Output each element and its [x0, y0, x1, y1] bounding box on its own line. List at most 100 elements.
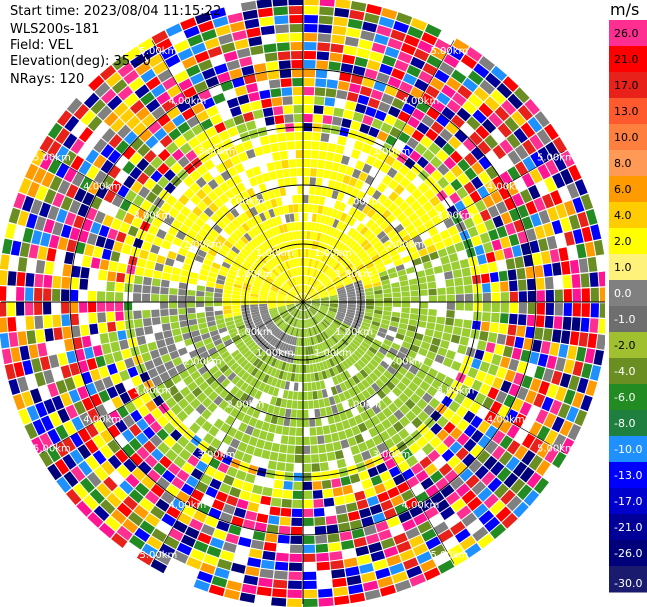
- colorbar-tick-label: -30.0: [614, 577, 642, 590]
- range-gate: [537, 146, 552, 163]
- colorbar-segment: [609, 488, 647, 515]
- range-gate: [39, 432, 53, 449]
- range-gate: [78, 230, 89, 243]
- range-gate: [342, 322, 351, 329]
- range-gate: [277, 132, 287, 142]
- range-gate: [0, 333, 10, 349]
- range-gate: [419, 363, 431, 374]
- range-gate: [354, 245, 363, 254]
- range-gate: [248, 36, 263, 47]
- range-gate: [259, 16, 274, 27]
- range-gate: [365, 291, 374, 296]
- range-gate: [281, 273, 288, 281]
- range-gate: [30, 388, 43, 404]
- range-gate: [13, 192, 26, 209]
- range-gate: [346, 398, 356, 408]
- range-gate: [155, 498, 170, 512]
- range-gate: [224, 588, 240, 601]
- range-gate: [103, 400, 116, 414]
- range-gate: [250, 306, 259, 311]
- range-gate: [282, 490, 293, 499]
- range-gate: [538, 380, 550, 396]
- range-gate: [164, 336, 175, 346]
- range-gate: [446, 244, 457, 255]
- range-gate: [347, 309, 356, 313]
- range-label: 1.00km: [335, 327, 373, 338]
- range-gate: [437, 295, 446, 302]
- range-gate: [151, 528, 167, 543]
- range-gate: [366, 246, 375, 255]
- azimuth-spokes: [1, 0, 605, 604]
- range-gate: [464, 293, 473, 302]
- range-gate: [461, 490, 477, 505]
- range-gate: [117, 86, 134, 101]
- range-gate: [399, 317, 409, 325]
- range-gate: [272, 488, 283, 498]
- range-gate: [247, 557, 262, 568]
- range-gate: [293, 96, 303, 105]
- range-gate: [293, 105, 303, 114]
- range-gate: [311, 299, 320, 302]
- range-gate: [238, 269, 247, 277]
- range-gate: [437, 559, 455, 574]
- range-gate: [154, 331, 164, 341]
- range-gate: [384, 46, 400, 59]
- range-gate: [382, 283, 391, 290]
- range-gate: [376, 389, 387, 400]
- range-gate: [100, 460, 115, 476]
- range-gate: [339, 271, 348, 278]
- range-gate: [485, 150, 499, 165]
- range-gate: [254, 320, 263, 326]
- range-gate: [270, 198, 278, 208]
- range-gate: [208, 167, 220, 178]
- range-gate: [463, 424, 477, 438]
- range-gate: [209, 266, 219, 274]
- range-gate: [394, 223, 405, 234]
- range-gate: [297, 319, 301, 328]
- range-gate: [160, 316, 170, 324]
- range-gate: [66, 239, 77, 253]
- range-gate: [245, 339, 254, 347]
- range-gate: [218, 347, 228, 355]
- range-gate: [286, 141, 295, 150]
- range-gate: [321, 479, 332, 489]
- range-gate: [234, 143, 245, 154]
- range-gate: [4, 363, 16, 380]
- range-gate: [303, 302, 306, 310]
- range-gate: [456, 419, 470, 432]
- range-gate: [435, 323, 445, 332]
- range-gate: [259, 392, 268, 402]
- range-gate: [270, 326, 278, 333]
- range-gate: [259, 303, 268, 307]
- range-gate: [249, 206, 259, 217]
- range-gate: [422, 201, 434, 213]
- range-gate: [1, 348, 13, 365]
- range-gate: [331, 432, 340, 442]
- range-gate: [70, 313, 80, 326]
- range-gate: [416, 370, 427, 380]
- range-gate: [496, 333, 507, 345]
- range-gate: [51, 367, 63, 382]
- range-gate: [514, 445, 528, 461]
- range-gate: [340, 222, 348, 232]
- range-gate: [303, 295, 309, 302]
- range-gate: [271, 313, 279, 318]
- range-gate: [448, 252, 459, 263]
- range-gate: [245, 444, 256, 455]
- range-gate: [334, 240, 342, 250]
- range-gate: [500, 302, 509, 313]
- range-gate: [289, 427, 296, 436]
- range-gate: [331, 274, 339, 281]
- range-gate: [418, 248, 429, 257]
- range-gate: [354, 490, 366, 501]
- range-gate: [482, 302, 491, 312]
- range-gate: [394, 579, 412, 593]
- range-gate: [142, 318, 152, 327]
- range-gate: [307, 222, 312, 231]
- range-gate: [328, 358, 335, 367]
- range-gate: [205, 126, 218, 138]
- range-gate: [529, 168, 543, 184]
- range-gate: [71, 416, 85, 432]
- range-gate: [359, 344, 368, 353]
- range-gate: [295, 150, 303, 159]
